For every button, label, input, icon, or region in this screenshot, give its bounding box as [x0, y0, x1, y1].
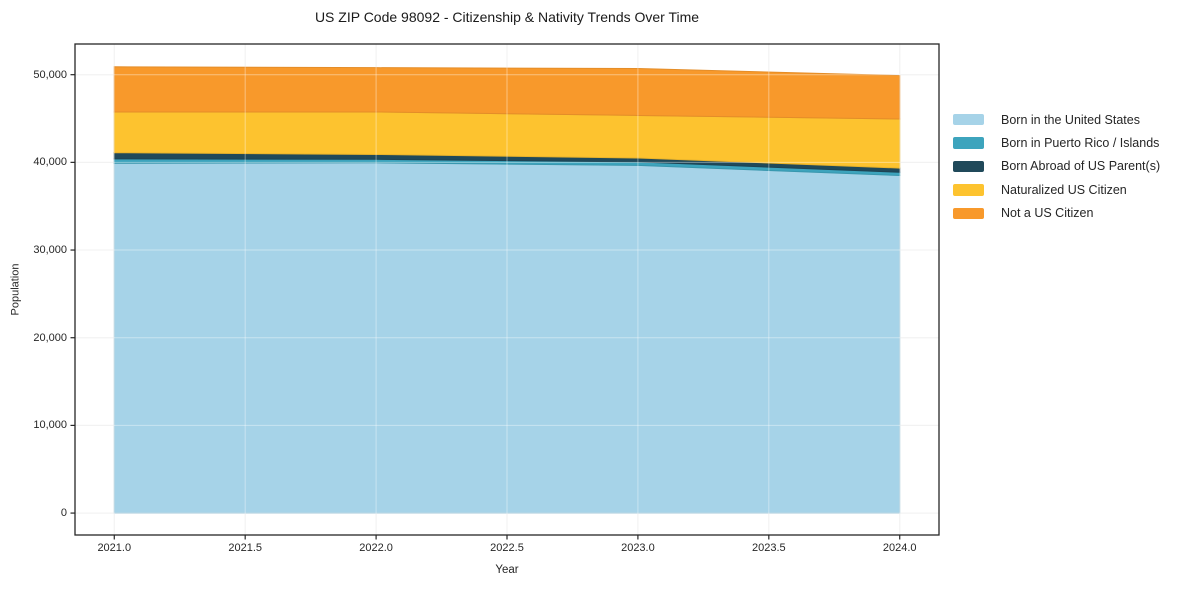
- legend-swatch-icon: [953, 113, 984, 126]
- legend-label: Naturalized US Citizen: [1001, 182, 1127, 197]
- area-series: [113, 66, 901, 120]
- x-axis-label: Year: [495, 564, 519, 576]
- plot-border: [74, 43, 940, 536]
- x-tick-label: 2021.0: [97, 542, 132, 554]
- legend-swatch-icon: [953, 184, 984, 196]
- y-tick-label: 20,000: [33, 331, 67, 344]
- legend-label: Born Abroad of US Parent(s): [1001, 159, 1161, 174]
- x-tick-label: 2021.5: [228, 542, 262, 554]
- x-tick-label: 2022.0: [359, 542, 393, 554]
- y-tick-label: 30,000: [33, 244, 67, 257]
- x-tick-label: 2022.5: [490, 542, 524, 554]
- legend-swatch-icon: [953, 160, 984, 173]
- x-tick-label: 2024.0: [882, 542, 917, 554]
- x-tick-label: 2023.5: [751, 542, 786, 554]
- y-tick-label: 10,000: [33, 419, 67, 432]
- x-tick-label: 2023.0: [621, 542, 655, 554]
- y-tick-label: 0: [60, 507, 67, 520]
- legend-label: Born in Puerto Rico / Islands: [1001, 136, 1160, 151]
- legend-item: Not a US Citizen: [953, 202, 1160, 225]
- legend: Born in the United States Born in Puerto …: [953, 108, 1160, 225]
- y-tick-label: 40,000: [33, 156, 67, 169]
- legend-label: Born in the United States: [1001, 112, 1140, 127]
- y-tick-label: 50,000: [33, 68, 67, 81]
- legend-item: Naturalized US Citizen: [953, 178, 1160, 201]
- legend-item: Born in Puerto Rico / Islands: [953, 131, 1160, 154]
- legend-item: Born in the United States: [953, 108, 1160, 131]
- y-axis-label: Population: [9, 263, 22, 316]
- legend-item: Born Abroad of US Parent(s): [953, 155, 1160, 178]
- legend-swatch-icon: [953, 137, 984, 149]
- chart-title: US ZIP Code 98092 - Citizenship & Nativi…: [314, 9, 700, 25]
- legend-label: Not a US Citizen: [1001, 206, 1094, 221]
- legend-swatch-icon: [953, 207, 984, 219]
